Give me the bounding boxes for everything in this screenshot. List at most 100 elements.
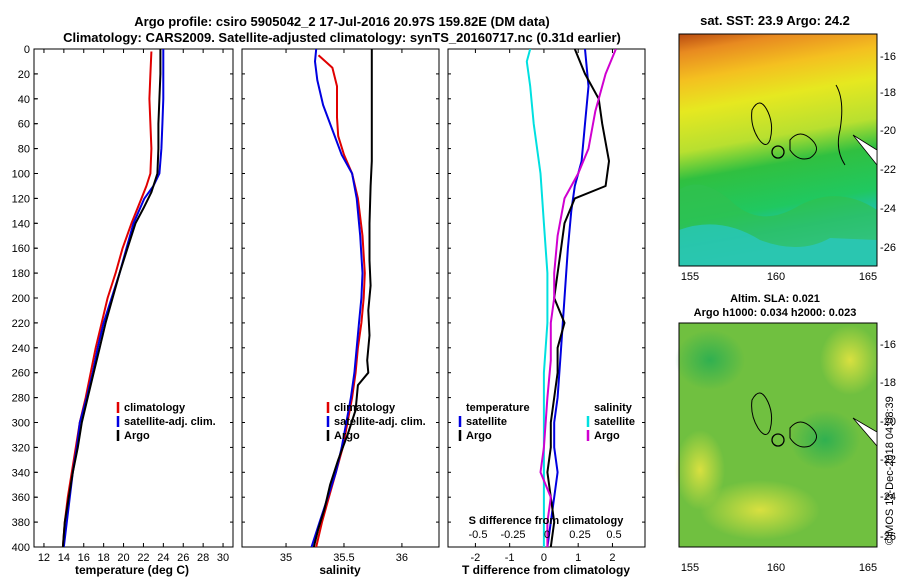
x-tick-label: 35.5 [333, 552, 354, 564]
depth-tick-label: 240 [12, 343, 30, 355]
sst-lat-tick: -22 [880, 164, 896, 176]
depth-tick-label: 160 [12, 243, 30, 255]
sst-map-title: sat. SST: 23.9 Argo: 24.2 [700, 13, 850, 28]
sst-lon-tick: 160 [767, 271, 785, 283]
legend-label-s-satellite: satellite [594, 416, 635, 428]
sst-lat-tick: -16 [880, 51, 896, 63]
x-tick-label: 0 [541, 552, 547, 564]
x-tick-label: 14 [58, 552, 70, 564]
sla-map-high [675, 430, 725, 510]
salinity-series [310, 49, 373, 547]
x-tick-label: -1 [505, 552, 515, 564]
depth-tick-label: 120 [12, 193, 30, 205]
x-tick-label: 16 [78, 552, 90, 564]
sla-map-land [852, 417, 878, 448]
series-line-temperature-satellite [546, 49, 590, 547]
t-difference-x-axis: -2 -1 0 1 2 [448, 48, 645, 564]
s-diff-tick: 0.5 [606, 529, 621, 541]
sla-lat-tick: -16 [880, 339, 896, 351]
sst-lat-tick: -26 [880, 242, 896, 254]
legend-label-t-satellite: satellite [466, 416, 507, 428]
sst-map-cold-region [679, 224, 877, 266]
sla-lat-tick: -24 [880, 491, 896, 503]
salinity-panel-frame [241, 48, 440, 548]
depth-tick-label: 140 [12, 218, 30, 230]
depth-tick-label: 360 [12, 492, 30, 504]
s-difference-axis-label: S difference from climatology [469, 515, 625, 527]
x-tick-label: 35 [280, 552, 292, 564]
temperature-series [61, 49, 165, 547]
x-tick-label: 24 [157, 552, 169, 564]
depth-tick-label: 0 [24, 44, 30, 56]
sst-map-axes: -16 -18 -20 -22 -24 -26 155 160 165 [681, 51, 896, 283]
x-tick-label: 18 [98, 552, 110, 564]
legend-label-t-argo: Argo [466, 430, 492, 442]
s-diff-tick: 0.25 [569, 529, 590, 541]
sla-map-high [820, 325, 880, 395]
x-tick-label: 26 [177, 552, 189, 564]
temperature-x-axis: 12 14 16 18 20 22 24 26 28 30 [34, 48, 233, 564]
series-line-argo [61, 49, 162, 547]
depth-tick-label: 260 [12, 368, 30, 380]
s-diff-tick: -0.25 [500, 529, 525, 541]
sla-lat-tick: -20 [880, 416, 896, 428]
temperature-legend: climatology satellite-adj. clim. Argo [116, 402, 216, 442]
s-diff-tick: 0 [544, 529, 550, 541]
depth-tick-label: 20 [18, 69, 30, 81]
salinity-legend: climatology satellite-adj. clim. Argo [326, 402, 426, 442]
x-tick-label: 30 [217, 552, 229, 564]
sst-lat-tick: -18 [880, 87, 896, 99]
sla-map [675, 322, 880, 548]
x-tick-label: 12 [38, 552, 50, 564]
sla-map-axes: -16 -18 -20 -22 -24 -26 155 160 165 [681, 339, 896, 574]
legend-title-temperature: temperature [466, 402, 530, 414]
depth-tick-label: 380 [12, 517, 30, 529]
series-line-salinity-satellite [525, 49, 549, 547]
sla-lon-tick: 155 [681, 562, 699, 574]
sst-map-reef-contour [789, 133, 817, 160]
header-line2: Climatology: CARS2009. Satellite-adjuste… [63, 30, 621, 45]
t-difference-x-label: T difference from climatology [462, 563, 630, 577]
sla-map-high [700, 480, 820, 540]
sst-map-argo-marker [771, 145, 785, 159]
sst-map [678, 33, 878, 267]
sla-map-argo-marker [771, 433, 785, 447]
sla-lon-tick: 160 [767, 562, 785, 574]
sla-map-low [790, 410, 860, 470]
x-tick-label: 36 [396, 552, 408, 564]
temperature-x-label: temperature (deg C) [75, 563, 189, 577]
sla-map-island-contour [751, 392, 773, 435]
depth-tick-label: 220 [12, 318, 30, 330]
depth-tick-label: 100 [12, 169, 30, 181]
sla-lat-tick: -18 [880, 377, 896, 389]
s-difference-axis-ticks: -0.5 -0.25 0 0.25 0.5 [469, 529, 622, 541]
depth-axis: 0 20 40 60 80 100 120 140 160 180 200 220 240 260 280 3… [12, 44, 38, 554]
sla-map-title2: Argo h1000: 0.034 h2000: 0.023 [694, 307, 857, 319]
legend-label-satellite: satellite-adj. clim. [334, 416, 426, 428]
depth-tick-label: 180 [12, 268, 30, 280]
difference-series [525, 49, 617, 547]
sla-map-reef-contour [789, 421, 817, 448]
difference-legend: temperature satellite Argo salinity sate… [458, 402, 635, 442]
sla-map-low [675, 330, 745, 390]
sla-map-title1: Altim. SLA: 0.021 [730, 293, 820, 305]
x-tick-label: 2 [609, 552, 615, 564]
sst-lon-tick: 165 [859, 271, 877, 283]
depth-tick-label: 40 [18, 94, 30, 106]
salinity-x-axis: 35 35.5 36 [242, 48, 439, 564]
sst-lon-tick: 155 [681, 271, 699, 283]
depth-tick-label: 80 [18, 144, 30, 156]
sst-lat-tick: -24 [880, 203, 896, 215]
legend-label-climatology: climatology [334, 402, 396, 414]
depth-tick-label: 300 [12, 418, 30, 430]
sla-lon-tick: 165 [859, 562, 877, 574]
depth-tick-label: 320 [12, 442, 30, 454]
header-line1: Argo profile: csiro 5905042_2 17-Jul-201… [134, 14, 549, 29]
depth-tick-label: 200 [12, 293, 30, 305]
legend-label-climatology: climatology [124, 402, 186, 414]
series-line-salinity-argo [539, 49, 617, 547]
temperature-panel-frame [33, 48, 234, 548]
credit-text: ©IMOS 13-Dec-2018 04:08:39 [884, 396, 896, 545]
depth-tick-label: 60 [18, 119, 30, 131]
